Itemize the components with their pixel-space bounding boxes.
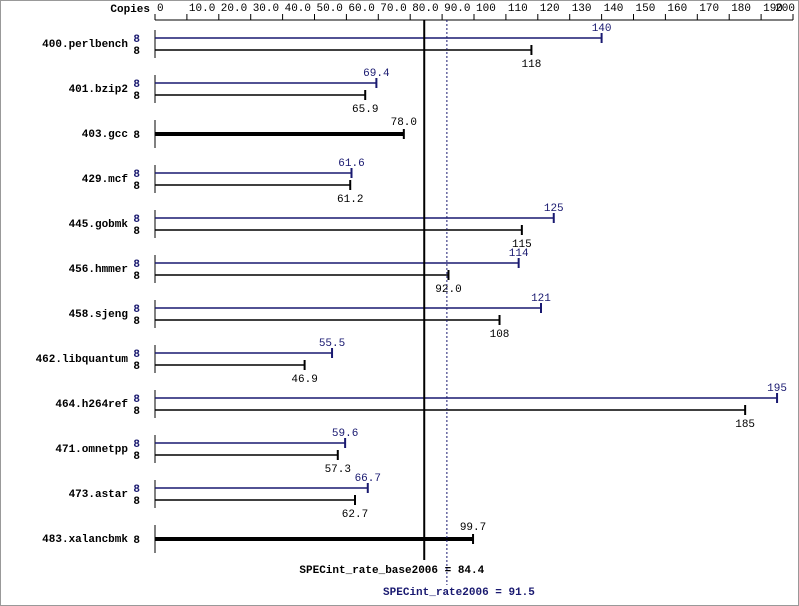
copies-label: 8 xyxy=(133,214,140,226)
x-tick-label: 190 xyxy=(763,3,783,15)
category-label: 458.sjeng xyxy=(69,309,128,321)
copies-label: 8 xyxy=(133,439,140,451)
value-label: 61.2 xyxy=(337,194,363,206)
x-tick-label: 40.0 xyxy=(285,3,311,15)
value-label: 66.7 xyxy=(355,473,381,485)
x-tick-label: 0 xyxy=(157,3,164,15)
category-label: 401.bzip2 xyxy=(69,84,128,96)
category-label: 456.hmmer xyxy=(69,264,128,276)
copies-label: 8 xyxy=(133,304,140,316)
copies-label: 8 xyxy=(133,316,140,328)
x-tick-label: 200 xyxy=(775,3,795,15)
x-tick-label: 10.0 xyxy=(189,3,215,15)
copies-label: 8 xyxy=(133,406,140,418)
value-label: 59.6 xyxy=(332,428,358,440)
x-tick-label: 80.0 xyxy=(412,3,438,15)
copies-label: 8 xyxy=(133,226,140,238)
copies-header: Copies xyxy=(110,4,150,16)
copies-label: 8 xyxy=(133,259,140,271)
value-label: 78.0 xyxy=(391,117,417,129)
value-label: 118 xyxy=(522,59,542,71)
copies-label: 8 xyxy=(133,394,140,406)
value-label: 125 xyxy=(544,203,564,215)
copies-label: 8 xyxy=(133,451,140,463)
value-label: 92.0 xyxy=(435,284,461,296)
x-tick-label: 150 xyxy=(636,3,656,15)
value-label: 121 xyxy=(531,293,551,305)
value-label: 65.9 xyxy=(352,104,378,116)
copies-label: 8 xyxy=(133,484,140,496)
x-tick-label: 100 xyxy=(476,3,496,15)
x-tick-label: 130 xyxy=(572,3,592,15)
reference-label: SPECint_rate2006 = 91.5 xyxy=(383,587,535,599)
copies-label: 8 xyxy=(133,46,140,58)
copies-label: 8 xyxy=(133,271,140,283)
copies-label: 8 xyxy=(133,535,140,547)
category-label: 464.h264ref xyxy=(55,399,128,411)
value-label: 195 xyxy=(767,383,787,395)
copies-label: 8 xyxy=(133,181,140,193)
x-tick-label: 30.0 xyxy=(253,3,279,15)
category-label: 462.libquantum xyxy=(36,354,129,366)
copies-label: 8 xyxy=(133,79,140,91)
copies-label: 8 xyxy=(133,349,140,361)
copies-label: 8 xyxy=(133,34,140,46)
value-label: 99.7 xyxy=(460,522,486,534)
value-label: 57.3 xyxy=(325,464,351,476)
value-label: 108 xyxy=(490,329,510,341)
copies-label: 8 xyxy=(133,169,140,181)
category-label: 403.gcc xyxy=(82,129,128,141)
x-tick-label: 160 xyxy=(667,3,687,15)
x-tick-label: 50.0 xyxy=(317,3,343,15)
category-label: 471.omnetpp xyxy=(55,444,128,456)
x-tick-label: 180 xyxy=(731,3,751,15)
copies-label: 8 xyxy=(133,361,140,373)
x-tick-label: 170 xyxy=(699,3,719,15)
x-tick-label: 140 xyxy=(604,3,624,15)
x-tick-label: 110 xyxy=(508,3,528,15)
value-label: 115 xyxy=(512,239,532,251)
category-label: 400.perlbench xyxy=(42,39,128,51)
value-label: 140 xyxy=(592,23,612,35)
value-label: 46.9 xyxy=(291,374,317,386)
value-label: 185 xyxy=(735,419,755,431)
x-tick-label: 120 xyxy=(540,3,560,15)
copies-label: 8 xyxy=(133,91,140,103)
value-label: 114 xyxy=(509,248,529,260)
x-tick-label: 90.0 xyxy=(444,3,470,15)
reference-label: SPECint_rate_base2006 = 84.4 xyxy=(299,565,484,577)
value-label: 55.5 xyxy=(319,338,345,350)
category-label: 445.gobmk xyxy=(69,219,129,231)
value-label: 61.6 xyxy=(338,158,364,170)
category-label: 429.mcf xyxy=(82,174,129,186)
value-label: 69.4 xyxy=(363,68,390,80)
x-tick-label: 70.0 xyxy=(380,3,406,15)
category-label: 473.astar xyxy=(69,489,128,501)
x-tick-label: 20.0 xyxy=(221,3,247,15)
copies-label: 8 xyxy=(133,496,140,508)
copies-label: 8 xyxy=(133,130,140,142)
category-label: 483.xalancbmk xyxy=(42,534,128,546)
value-label: 62.7 xyxy=(342,509,368,521)
x-tick-label: 60.0 xyxy=(348,3,374,15)
